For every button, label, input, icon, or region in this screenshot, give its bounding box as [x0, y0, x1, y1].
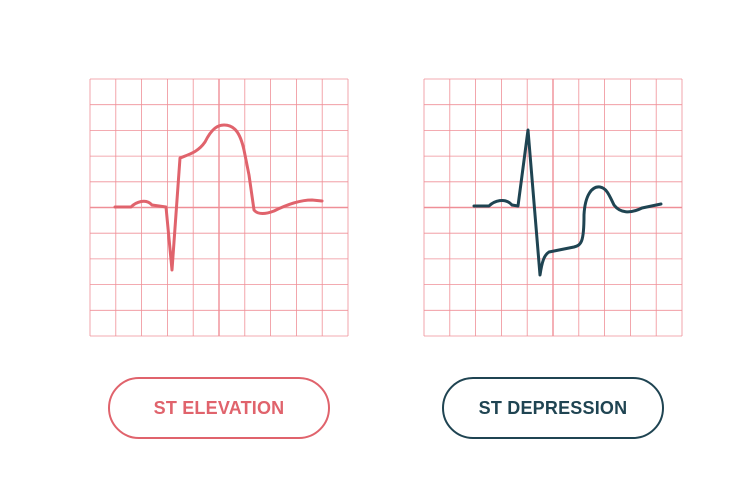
st-elevation-label: ST ELEVATION: [108, 377, 330, 439]
ecg-grid-elevation: [89, 78, 349, 337]
st-elevation-trace: [113, 123, 324, 272]
st-depression-label: ST DEPRESSION: [442, 377, 664, 439]
st-depression-trace: [472, 128, 663, 277]
